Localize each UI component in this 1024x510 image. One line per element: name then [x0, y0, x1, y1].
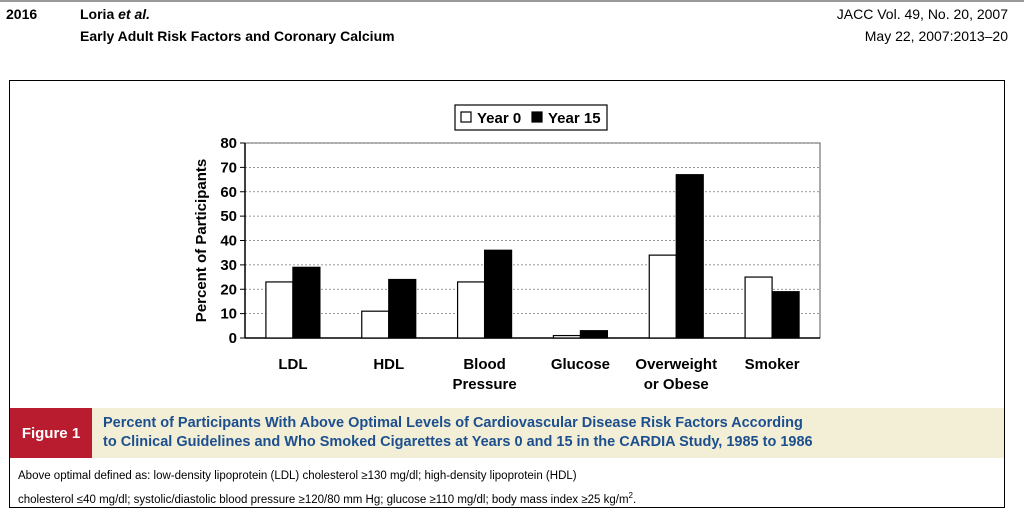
y-tick-label: 30 — [220, 257, 237, 274]
y-tick-label: 0 — [229, 330, 237, 347]
x-tick-label: Overweight — [635, 356, 717, 373]
bar-year-15 — [675, 174, 704, 339]
author-line: Loria et al. — [80, 6, 150, 22]
bar-year-0 — [265, 281, 294, 339]
running-header: 2016 Loria et al. Early Adult Risk Facto… — [0, 0, 1024, 52]
x-tick-label: Glucose — [551, 356, 610, 373]
bar-year-15 — [771, 291, 800, 339]
y-tick-label: 80 — [220, 135, 237, 152]
bar-chart: 0 10 20 30 40 50 60 70 80 Percent of Participants… — [193, 104, 821, 393]
author-etal: et al. — [118, 6, 151, 22]
note-line-2: cholesterol ≤40 mg/dl; systolic/diastoli… — [18, 486, 998, 510]
bar-year-15 — [292, 266, 321, 339]
bar-year-15 — [388, 278, 417, 339]
bar-year-0 — [361, 310, 390, 339]
y-tick-label: 70 — [220, 159, 237, 176]
note-line-2-end: . — [633, 493, 637, 506]
legend-box — [454, 104, 608, 131]
journal-date-pages: May 22, 2007:2013–20 — [864, 28, 1008, 44]
running-title: Early Adult Risk Factors and Coronary Ca… — [80, 28, 395, 44]
y-tick-label: 10 — [220, 306, 237, 323]
page-number: 2016 — [6, 6, 38, 22]
x-tick-label: LDL — [278, 356, 307, 373]
legend-swatch — [531, 111, 543, 123]
figure-caption-title: Percent of Participants With Above Optim… — [103, 414, 983, 452]
y-tick-label: 50 — [220, 208, 237, 225]
caption-line-2: to Clinical Guidelines and Who Smoked Ci… — [103, 434, 813, 450]
bar-year-0 — [456, 281, 486, 339]
author-name: Loria — [80, 6, 115, 22]
caption-bar — [10, 408, 1004, 458]
y-tick-label: 40 — [220, 233, 237, 250]
x-tick-label: Smoker — [745, 356, 800, 373]
bar-year-0 — [552, 334, 582, 339]
x-tick-label: or Obese — [644, 376, 709, 393]
header-rule — [0, 0, 1024, 2]
y-tick-label: 20 — [220, 281, 237, 298]
note-line-2-text: cholesterol ≤40 mg/dl; systolic/diastoli… — [18, 493, 629, 506]
plot-area — [244, 142, 821, 339]
x-tick-label: HDL — [373, 356, 404, 373]
caption-line-1: Percent of Participants With Above Optim… — [103, 415, 803, 431]
bar-year-0 — [744, 276, 773, 339]
y-tick-label: 60 — [220, 184, 237, 201]
legend-label: Year 15 — [548, 110, 601, 127]
bar-year-0 — [648, 254, 677, 339]
legend-label: Year 0 — [477, 110, 521, 127]
figure-label: Figure 1 — [10, 408, 92, 458]
journal-citation: JACC Vol. 49, No. 20, 2007 — [836, 6, 1008, 22]
note-line-1: Above optimal defined as: low-density li… — [18, 470, 577, 482]
x-tick-label: Blood — [463, 356, 506, 373]
x-tick-label: Pressure — [452, 376, 516, 393]
bar-year-15 — [483, 249, 513, 339]
note-superscript: 2 — [628, 491, 633, 500]
legend-swatch — [460, 111, 472, 123]
y-axis-label: Percent of Participants — [193, 159, 210, 322]
bar-year-15 — [579, 330, 609, 339]
figure-note: Above optimal defined as: low-density li… — [18, 466, 998, 510]
